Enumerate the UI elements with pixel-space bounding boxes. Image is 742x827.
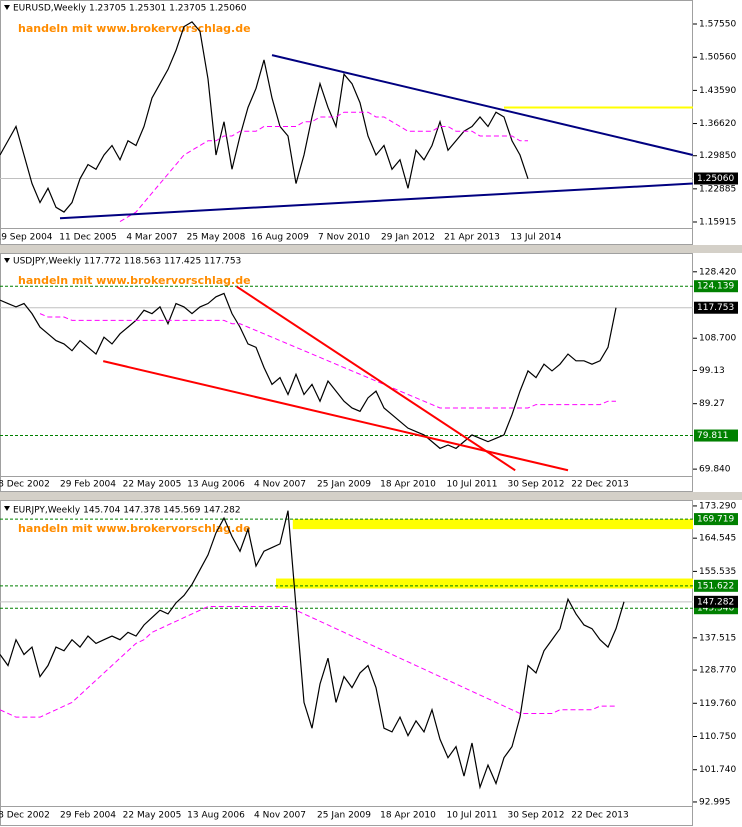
y-tick-label: 92.995 (699, 797, 731, 807)
x-tick-label: 10 Jul 2011 (447, 811, 498, 821)
y-tick-label: 128.420 (699, 267, 736, 277)
x-tick-label: 30 Sep 2012 (507, 480, 564, 490)
x-tick-label: 25 May 2008 (187, 233, 246, 243)
x-tick-label: 16 Aug 2009 (251, 233, 309, 243)
chart-title: USDJPY,Weekly 117.772 118.563 117.425 11… (13, 257, 241, 267)
y-tick-label: 69.840 (699, 465, 731, 475)
price-line-series (0, 21, 529, 213)
y-tick-label: 1.50560 (699, 53, 736, 63)
last-price-box (694, 172, 738, 185)
y-tick-label: 1.57550 (699, 20, 736, 30)
x-tick-label: 29 Feb 2004 (60, 811, 116, 821)
y-tick-label: 155.535 (699, 567, 736, 577)
y-tick-label: 99.13 (699, 366, 725, 376)
x-tick-label: 19 Sep 2004 (0, 233, 53, 243)
y-tick-label: 137.515 (699, 633, 736, 643)
x-tick-label: 22 Dec 2013 (571, 480, 629, 490)
x-tick-label: 18 Apr 2010 (380, 480, 436, 490)
level-label: 79.811 (697, 431, 729, 441)
y-tick-label: 89.27 (699, 399, 725, 409)
level-label-box (694, 513, 738, 526)
x-tick-label: 7 Nov 2010 (318, 233, 370, 243)
x-tick-label: 4 Nov 2007 (254, 811, 306, 821)
panel-frame (0, 253, 693, 492)
x-tick-label: 11 Dec 2005 (59, 233, 117, 243)
y-tick-label: 164.545 (699, 534, 736, 544)
chart-title: EURJPY,Weekly 145.704 147.378 145.569 14… (13, 506, 241, 516)
last-price-box (694, 595, 738, 608)
y-tick-label: 173.290 (699, 501, 736, 511)
x-tick-label: 13 Jul 2014 (511, 233, 562, 243)
x-tick-label: 4 Mar 2007 (126, 233, 177, 243)
price-line-series (0, 510, 625, 790)
x-tick-label: 21 Apr 2013 (444, 233, 500, 243)
level-label-box (694, 280, 738, 293)
y-tick-label: 119.760 (699, 699, 736, 709)
y-tick-label: 101.740 (699, 765, 736, 775)
y-tick-label: 1.43590 (699, 86, 736, 96)
panel-frame (0, 500, 693, 826)
panel-frame (0, 0, 693, 245)
last-price-label: 147.282 (697, 597, 734, 607)
x-tick-label: 22 May 2005 (123, 811, 182, 821)
x-tick-label: 13 Aug 2006 (187, 811, 245, 821)
zone-band (276, 578, 693, 589)
trendline (236, 285, 516, 472)
y-tick-label: 110.750 (699, 732, 736, 742)
x-tick-label: 25 Jan 2009 (317, 480, 371, 490)
panel-separator (0, 245, 742, 253)
watermark: handeln mit www.brokervorschlag.de (18, 274, 251, 287)
y-tick-label: 108.700 (699, 334, 736, 344)
level-label-box (694, 579, 738, 592)
level-label-box (694, 429, 738, 442)
collapse-icon[interactable] (4, 258, 10, 263)
level-label: 151.622 (697, 581, 734, 591)
x-tick-label: 10 Jul 2011 (447, 480, 498, 490)
last-price-label: 117.753 (697, 303, 734, 313)
watermark: handeln mit www.brokervorschlag.de (18, 22, 251, 35)
moving-average (119, 111, 528, 223)
last-price-box (694, 301, 738, 314)
watermark: handeln mit www.brokervorschlag.de (18, 522, 251, 535)
panel-separator (0, 492, 742, 500)
y-tick-label: 1.29850 (699, 151, 736, 161)
y-tick-label: 128.770 (699, 666, 736, 676)
x-tick-label: 29 Jan 2012 (381, 233, 435, 243)
x-tick-label: 8 Dec 2002 (0, 480, 50, 490)
x-tick-label: 13 Aug 2006 (187, 480, 245, 490)
chart-title: EURUSD,Weekly 1.23705 1.25301 1.23705 1.… (13, 4, 247, 14)
x-tick-label: 25 Jan 2009 (317, 811, 371, 821)
level-label: 145.546 (697, 604, 734, 614)
x-tick-label: 30 Sep 2012 (507, 811, 564, 821)
trendline (102, 360, 569, 472)
last-price-label: 1.25060 (697, 174, 734, 184)
level-label: 124.139 (697, 282, 734, 292)
moving-average (0, 606, 616, 718)
x-tick-label: 29 Feb 2004 (60, 480, 116, 490)
x-tick-label: 22 May 2005 (123, 480, 182, 490)
trendline (59, 182, 693, 220)
moving-average (39, 313, 616, 409)
x-tick-label: 8 Dec 2002 (0, 811, 50, 821)
level-label: 169.719 (697, 515, 734, 525)
x-tick-label: 18 Apr 2010 (380, 811, 436, 821)
x-tick-label: 4 Nov 2007 (254, 480, 306, 490)
collapse-icon[interactable] (4, 5, 10, 10)
price-line-series (0, 292, 617, 450)
x-tick-label: 22 Dec 2013 (571, 811, 629, 821)
y-tick-label: 1.22885 (699, 184, 736, 194)
zone-band (292, 519, 693, 530)
trendline (271, 54, 694, 156)
y-tick-label: 1.36620 (699, 119, 736, 129)
collapse-icon[interactable] (4, 506, 10, 511)
y-tick-label: 1.15915 (699, 217, 736, 227)
